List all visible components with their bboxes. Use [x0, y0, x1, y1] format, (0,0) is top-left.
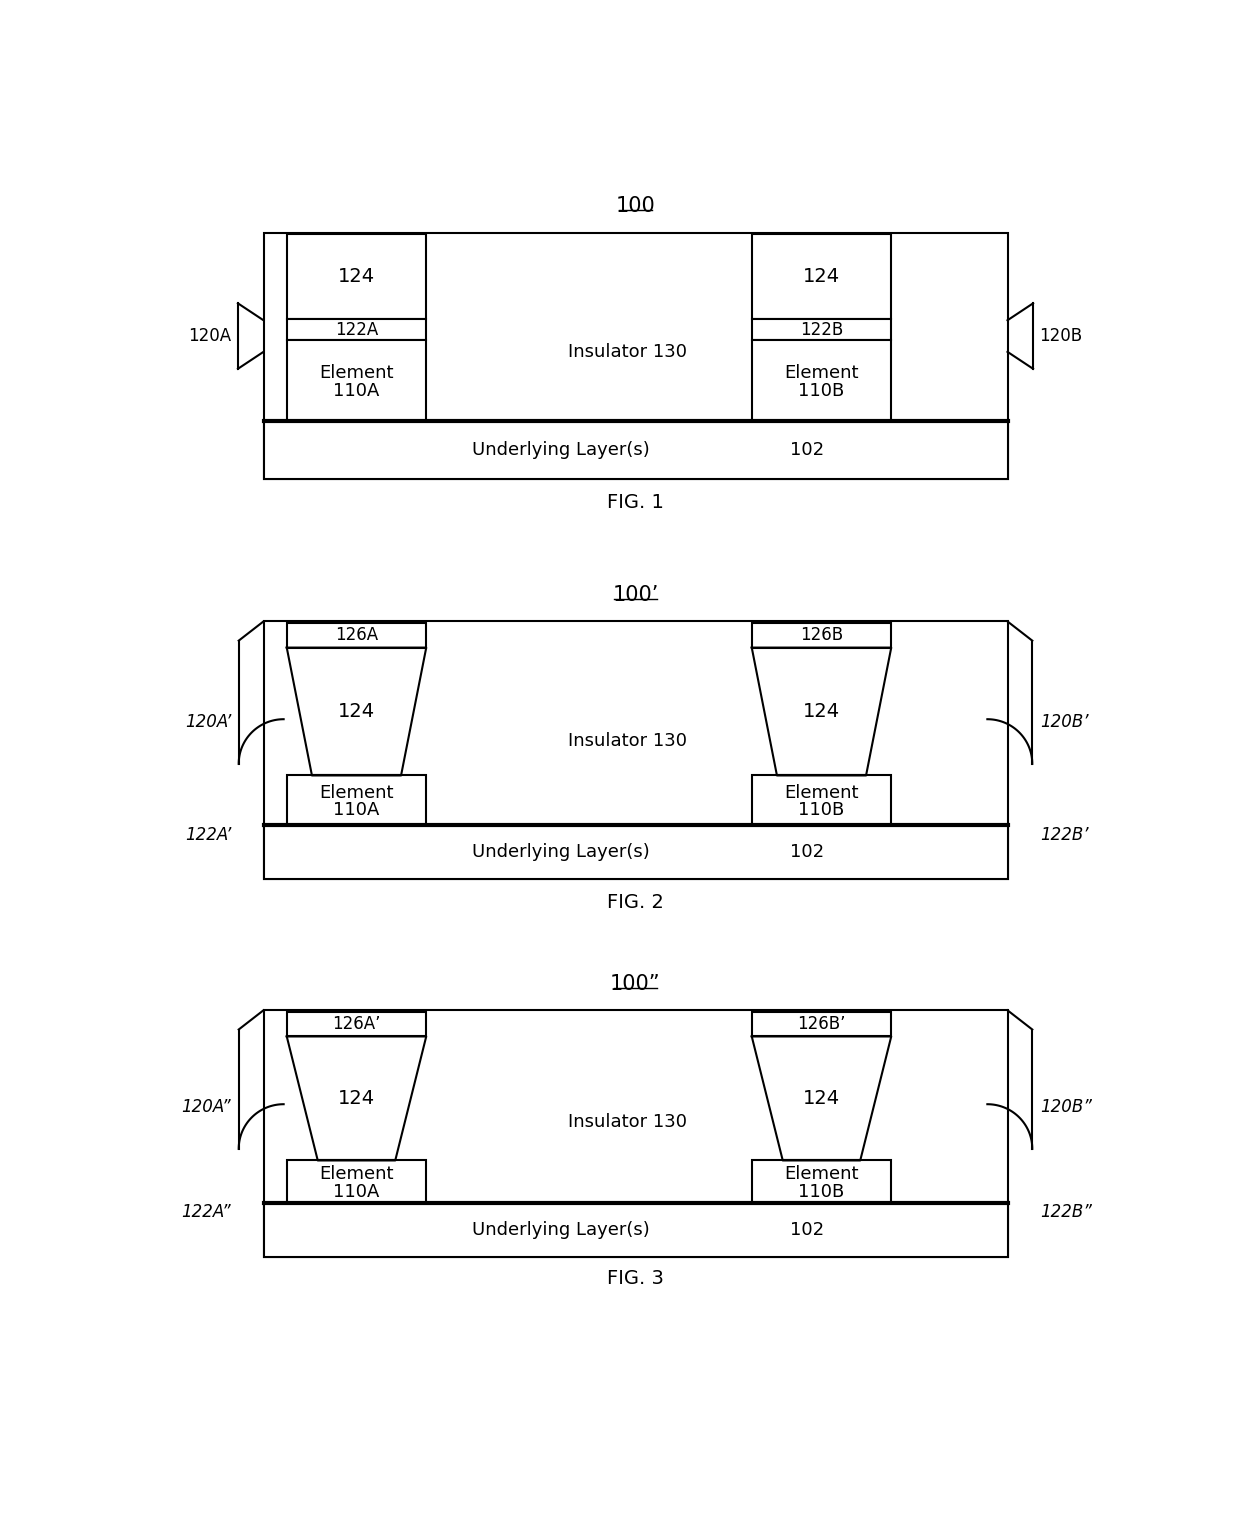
Text: Element: Element [319, 364, 394, 382]
Bar [751, 1011, 892, 1036]
Text: 120B’: 120B’ [1040, 712, 1089, 730]
Bar [263, 233, 1007, 479]
Text: 110A: 110A [334, 802, 379, 820]
Bar [286, 341, 427, 421]
Bar [263, 421, 1007, 479]
Bar [286, 1011, 427, 1036]
Text: Underlying Layer(s): Underlying Layer(s) [472, 441, 650, 459]
Text: 122A’: 122A’ [185, 826, 231, 844]
Bar [286, 776, 427, 826]
Bar [286, 234, 427, 319]
Text: 100: 100 [615, 196, 656, 216]
Bar [751, 234, 892, 319]
Text: 124: 124 [339, 268, 374, 286]
Text: 122B: 122B [800, 321, 843, 339]
Text: 124: 124 [804, 268, 839, 286]
Text: Element: Element [319, 1165, 394, 1183]
Bar [286, 624, 427, 648]
Text: 122A”: 122A” [181, 1203, 231, 1221]
Bar [751, 1161, 892, 1203]
Text: 124: 124 [804, 703, 839, 721]
Text: 124: 124 [339, 1089, 374, 1107]
Text: Underlying Layer(s): Underlying Layer(s) [472, 1221, 650, 1238]
Text: 102: 102 [790, 1221, 823, 1238]
Text: 110B: 110B [799, 802, 844, 820]
Text: 120A’: 120A’ [185, 712, 231, 730]
Text: FIG. 2: FIG. 2 [608, 893, 663, 913]
Text: 124: 124 [339, 703, 374, 721]
Text: Element: Element [784, 783, 859, 802]
Text: 110A: 110A [334, 382, 379, 400]
Text: 126A: 126A [335, 627, 378, 645]
Text: Element: Element [319, 783, 394, 802]
Bar [286, 1161, 427, 1203]
Text: 120B”: 120B” [1040, 1098, 1092, 1115]
Text: 102: 102 [790, 441, 823, 459]
Text: Underlying Layer(s): Underlying Layer(s) [472, 844, 650, 861]
Text: Element: Element [784, 1165, 859, 1183]
Text: 126A’: 126A’ [332, 1015, 381, 1033]
Text: 100’: 100’ [613, 586, 658, 605]
Bar [751, 319, 892, 341]
Text: 120B: 120B [1039, 327, 1083, 345]
Bar [263, 622, 1007, 879]
Text: 100”: 100” [610, 973, 661, 995]
Text: Insulator 130: Insulator 130 [568, 342, 687, 360]
Text: Element: Element [784, 364, 859, 382]
Text: Insulator 130: Insulator 130 [568, 732, 687, 750]
Bar [286, 319, 427, 341]
Bar [263, 1203, 1007, 1256]
Text: FIG. 3: FIG. 3 [608, 1269, 663, 1288]
Bar [751, 624, 892, 648]
Text: 126B: 126B [800, 627, 843, 645]
Bar [751, 341, 892, 421]
Text: 110A: 110A [334, 1183, 379, 1200]
Text: Insulator 130: Insulator 130 [568, 1113, 687, 1132]
Text: 122B’: 122B’ [1040, 826, 1089, 844]
Text: 110B: 110B [799, 382, 844, 400]
Text: 120A”: 120A” [181, 1098, 231, 1115]
Text: 124: 124 [804, 1089, 839, 1107]
Text: 126B’: 126B’ [797, 1015, 846, 1033]
Text: FIG. 1: FIG. 1 [608, 493, 663, 511]
Text: 102: 102 [790, 844, 823, 861]
Bar [263, 1010, 1007, 1256]
Text: 120A: 120A [188, 327, 232, 345]
Text: 122B”: 122B” [1040, 1203, 1092, 1221]
Text: 110B: 110B [799, 1183, 844, 1200]
Bar [263, 826, 1007, 879]
Text: 122A: 122A [335, 321, 378, 339]
Bar [751, 776, 892, 826]
